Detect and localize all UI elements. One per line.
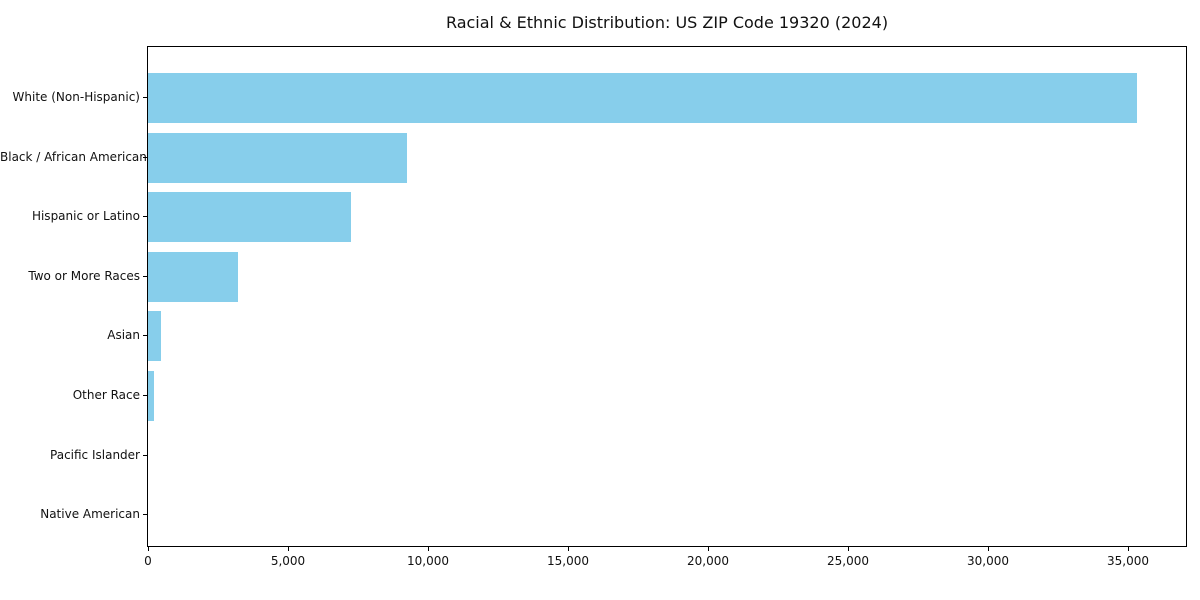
y-tick-mark [143,157,147,158]
y-tick-mark [143,335,147,336]
x-tick-mark [988,547,989,551]
y-tick-mark [143,97,147,98]
x-tick-label: 15,000 [547,554,589,568]
y-tick-label: Hispanic or Latino [31,209,140,224]
y-tick-mark [143,276,147,277]
bar-white-non-hispanic [148,73,1137,123]
x-tick-mark [568,547,569,551]
x-tick-label: 0 [144,554,152,568]
x-tick-label: 30,000 [967,554,1009,568]
y-tick-mark [143,216,147,217]
y-tick-mark [143,455,147,456]
y-tick-label: White (Non-Hispanic) [12,90,140,104]
x-tick-label: 20,000 [687,554,729,568]
x-tick-label: 35,000 [1107,554,1149,568]
x-tick-mark [848,547,849,551]
x-tick-mark [1128,547,1129,551]
x-tick-label: 10,000 [407,554,449,568]
x-tick-label: 5,000 [270,554,306,568]
x-tick-mark [148,547,149,551]
x-tick-mark [708,547,709,551]
y-tick-label: Asian [107,328,140,343]
plot-area [147,46,1187,547]
bar-other-race [148,371,154,421]
y-tick-label: Native American [40,507,140,522]
y-tick-mark [143,514,147,515]
chart-title: Racial & Ethnic Distribution: US ZIP Cod… [445,13,889,32]
x-tick-mark [428,547,429,551]
y-tick-label: Pacific Islander [50,447,140,462]
x-tick-mark [288,547,289,551]
x-tick-label: 25,000 [827,554,869,568]
y-tick-label: Other Race [72,388,140,402]
bar-asian [148,311,162,362]
y-tick-mark [143,395,147,396]
y-tick-label: Black / African American [0,149,147,164]
bar-two-or-more-races [148,251,238,302]
bar-black-african-american [148,132,407,183]
bar-hispanic-or-latino [148,192,352,243]
y-tick-label: Two or More Races [28,268,140,283]
